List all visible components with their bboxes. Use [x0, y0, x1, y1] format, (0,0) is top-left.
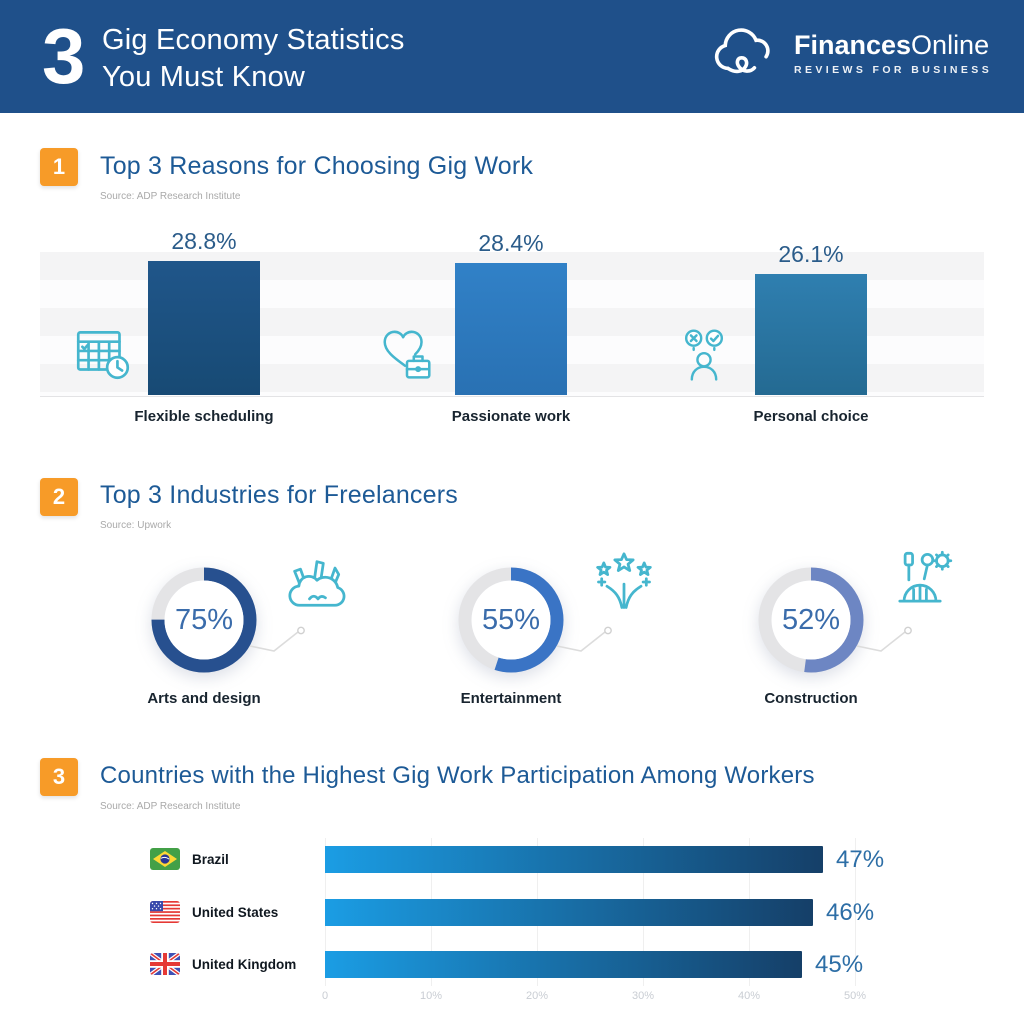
- header-count: 3: [42, 12, 86, 100]
- connector-line: [856, 626, 912, 652]
- section2-source: Source: Upwork: [100, 520, 172, 531]
- donut-value-label: 52%: [781, 603, 841, 636]
- heart-briefcase-icon: [383, 330, 431, 379]
- country-name: United Kingdom: [192, 957, 297, 972]
- brazil-flag-icon: [150, 848, 180, 870]
- donut-construction: 52%: [751, 560, 871, 680]
- bar-category-label: Personal choice: [753, 408, 869, 425]
- fireworks-icon: [596, 552, 652, 609]
- section3-title: Countries with the Highest Gig Work Part…: [100, 762, 815, 789]
- brand-logo: FinancesOnline REVIEWS FOR BUSINESS: [712, 28, 992, 78]
- connector-line: [556, 626, 612, 652]
- hbar-value-label: 47%: [836, 846, 885, 873]
- bar-passionate-work: [455, 262, 567, 395]
- brand-text: FinancesOnline REVIEWS FOR BUSINESS: [794, 30, 992, 76]
- hbar-united-kingdom: [325, 951, 802, 978]
- country-name: Brazil: [192, 852, 229, 867]
- construction-icon: [898, 550, 953, 603]
- section1-title: Top 3 Reasons for Choosing Gig Work: [100, 152, 534, 180]
- hbar-row-united-states: 46%: [325, 899, 985, 926]
- axis-tick: 30%: [631, 990, 655, 1002]
- donut-category-label: Arts and design: [147, 690, 261, 707]
- donut-category-label: Construction: [764, 690, 858, 707]
- header-title: Gig Economy Statistics You Must Know: [102, 22, 405, 96]
- hbar-value-label: 46%: [826, 899, 875, 926]
- brand-tagline: REVIEWS FOR BUSINESS: [794, 64, 993, 76]
- section1-badge: 1: [40, 148, 78, 186]
- hbar-brazil: [325, 846, 823, 873]
- bar-personal-choice: [755, 273, 867, 395]
- hbar-value-label: 45%: [815, 951, 864, 978]
- donut-arts-and-design: 75%: [144, 560, 264, 680]
- person-choice-icon: [684, 329, 724, 381]
- hbar-united-states: [325, 899, 813, 926]
- axis-tick: 20%: [525, 990, 549, 1002]
- section1-source: Source: ADP Research Institute: [100, 191, 241, 202]
- bar-group-personal-choice: 26.1%: [755, 241, 867, 395]
- country-name: United States: [192, 905, 279, 920]
- donut-entertainment: 55%: [451, 560, 571, 680]
- bar-category-label: Flexible scheduling: [134, 408, 274, 425]
- arts-design-icon: [288, 560, 346, 607]
- axis-tick: 0: [321, 990, 329, 1002]
- hbar-row-united-kingdom: 45%: [325, 951, 985, 978]
- section2-badge: 2: [40, 478, 78, 516]
- cloud-logo-icon: [714, 28, 770, 74]
- header-banner: 3 Gig Economy Statistics You Must Know F…: [0, 0, 1024, 113]
- brand-name-bold: Finances: [794, 30, 912, 60]
- bar-value-label: 28.8%: [171, 228, 237, 255]
- bar-value-label: 28.4%: [478, 229, 544, 256]
- uk-flag-icon: [150, 953, 180, 975]
- bar-value-label: 26.1%: [778, 240, 844, 267]
- gridline: [855, 838, 856, 986]
- brand-name: FinancesOnline: [794, 30, 992, 60]
- donut-value-label: 55%: [481, 603, 541, 636]
- hbar-row-brazil: 47%: [325, 846, 985, 873]
- header-title-line2: You Must Know: [102, 61, 306, 93]
- section2-title: Top 3 Industries for Freelancers: [100, 481, 458, 509]
- section3-source: Source: ADP Research Institute: [100, 801, 241, 812]
- brand-name-light: Online: [911, 30, 990, 60]
- reasons-bar-chart: 28.8% 28.4% 26.1%: [40, 220, 984, 397]
- axis-tick: 40%: [737, 990, 761, 1002]
- donut-value-label: 75%: [174, 603, 234, 636]
- bar-category-label: Passionate work: [451, 408, 571, 425]
- calendar-clock-icon: [76, 331, 130, 380]
- connector-line: [249, 626, 305, 652]
- section3-badge: 3: [40, 758, 78, 796]
- bar-group-flexible-scheduling: 28.8%: [148, 228, 260, 395]
- us-flag-icon: [150, 901, 180, 923]
- donut-category-label: Entertainment: [460, 690, 562, 707]
- axis-tick: 50%: [843, 990, 867, 1002]
- bar-flexible-scheduling: [148, 261, 260, 395]
- header-title-line1: Gig Economy Statistics: [102, 24, 405, 56]
- bar-group-passionate-work: 28.4%: [455, 230, 567, 395]
- axis-tick: 10%: [419, 990, 443, 1002]
